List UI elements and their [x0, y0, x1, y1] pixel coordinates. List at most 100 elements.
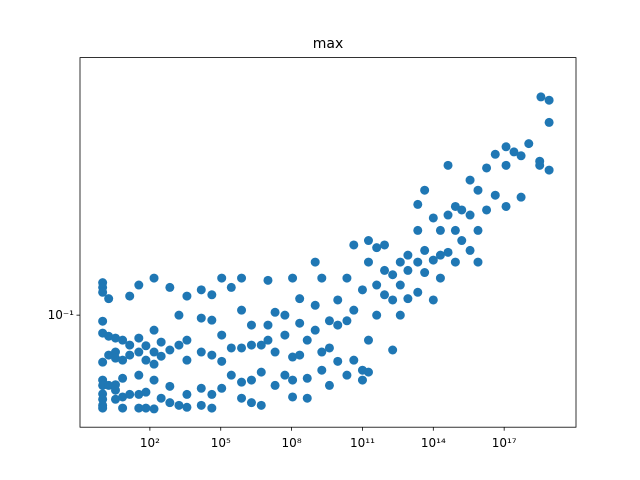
y-tick-label: 10⁻¹ [48, 308, 75, 322]
point [165, 381, 175, 391]
point [443, 247, 453, 257]
point [226, 343, 236, 353]
point [473, 185, 483, 195]
point [149, 273, 159, 283]
point [165, 282, 175, 292]
point [134, 370, 144, 380]
point [403, 265, 413, 275]
point [342, 370, 352, 380]
point [395, 257, 405, 267]
point [174, 340, 184, 350]
point [125, 350, 135, 360]
point [295, 294, 305, 304]
point [174, 310, 184, 320]
point [490, 149, 500, 159]
point [516, 192, 526, 202]
point [165, 345, 175, 355]
point [450, 257, 460, 267]
point [237, 305, 247, 315]
point [280, 330, 290, 340]
point [182, 355, 192, 365]
point [125, 291, 135, 301]
point [295, 318, 305, 328]
chart-title: max [313, 36, 344, 52]
point [324, 343, 334, 353]
point [182, 402, 192, 412]
point [395, 280, 405, 290]
point [501, 160, 511, 170]
point [118, 355, 128, 365]
point [207, 389, 217, 399]
point [125, 340, 135, 350]
point [156, 337, 166, 347]
point [141, 387, 151, 397]
point [217, 273, 227, 283]
point [174, 400, 184, 410]
point [182, 389, 192, 399]
point [110, 333, 120, 343]
point [270, 307, 280, 317]
point [536, 92, 546, 102]
point [465, 210, 475, 220]
point [182, 335, 192, 345]
point [118, 392, 128, 402]
point [149, 325, 159, 335]
point [465, 175, 475, 185]
point [110, 353, 120, 363]
point [420, 245, 430, 255]
point [288, 273, 298, 283]
point [435, 250, 445, 260]
point [134, 389, 144, 399]
x-tick-label: 10⁵ [211, 436, 231, 450]
point [149, 375, 159, 385]
point [388, 295, 398, 305]
point [270, 347, 280, 357]
point [465, 245, 475, 255]
point [217, 383, 227, 393]
point [501, 142, 511, 152]
point [388, 345, 398, 355]
point [149, 359, 159, 369]
point [317, 273, 327, 283]
point [428, 255, 438, 265]
point [149, 404, 159, 414]
point [246, 340, 256, 350]
point [501, 201, 511, 211]
point [428, 213, 438, 223]
point [357, 285, 367, 295]
x-tick-label: 10¹⁴ [421, 436, 446, 450]
point [413, 199, 423, 209]
point [544, 165, 554, 175]
point [263, 320, 273, 330]
point [207, 290, 217, 300]
point [196, 313, 206, 323]
point [196, 400, 206, 410]
point [380, 290, 390, 300]
point [317, 347, 327, 357]
point [363, 367, 373, 377]
point [349, 305, 359, 315]
point [403, 294, 413, 304]
point [457, 236, 467, 246]
point [288, 352, 298, 362]
point [403, 250, 413, 260]
point [110, 394, 120, 404]
point [196, 347, 206, 357]
point [141, 341, 151, 351]
point [165, 398, 175, 408]
point [104, 331, 114, 341]
point [342, 273, 352, 283]
point [196, 383, 206, 393]
point [217, 330, 227, 340]
point [317, 365, 327, 375]
point [263, 275, 273, 285]
point [420, 185, 430, 195]
point [450, 225, 460, 235]
point [349, 355, 359, 365]
point [490, 190, 500, 200]
point [413, 225, 423, 235]
point [302, 393, 312, 403]
point [156, 393, 166, 403]
point [380, 240, 390, 250]
